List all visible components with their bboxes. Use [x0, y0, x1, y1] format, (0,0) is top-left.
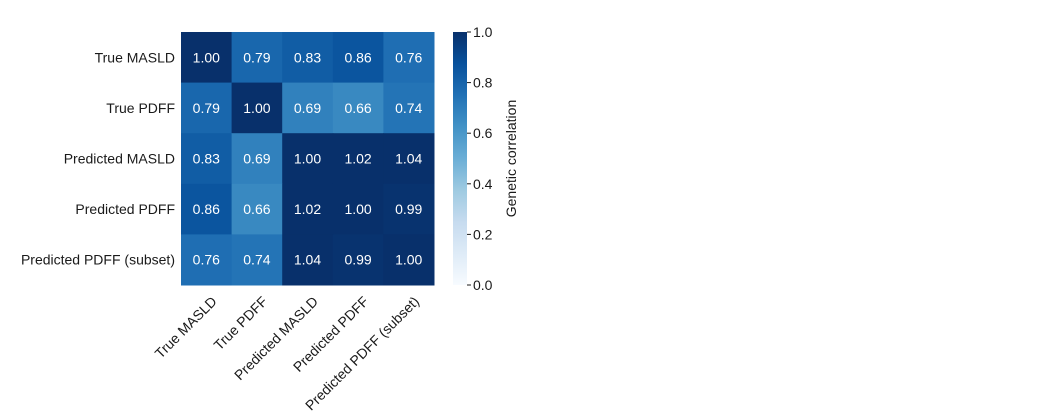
- heatmap-cell: [383, 234, 435, 286]
- row-label: True PDFF: [106, 100, 175, 116]
- heatmap-cell: [181, 133, 233, 185]
- cell-value-label: 0.76: [395, 49, 422, 65]
- heatmap-cell: [231, 32, 283, 84]
- cell-value-label: 1.02: [344, 151, 371, 167]
- cell-value-label: 1.00: [294, 151, 321, 167]
- heatmap-cell: [332, 82, 384, 134]
- cell-value-label: 1.00: [395, 252, 422, 268]
- heatmap-cell: [282, 234, 334, 286]
- colorbar-tick-label: 0.2: [473, 226, 493, 242]
- heatmap-cell: [332, 133, 384, 185]
- cell-value-label: 0.76: [193, 252, 220, 268]
- cell-value-label: 0.86: [193, 201, 220, 217]
- heatmap-cell: [332, 183, 384, 235]
- heatmap-cell: [383, 183, 435, 235]
- cell-value-label: 0.66: [243, 201, 270, 217]
- cell-value-label: 1.00: [193, 49, 220, 65]
- colorbar-tick-label: 0.8: [473, 75, 493, 91]
- cell-value-label: 1.04: [294, 252, 321, 268]
- heatmap-cell: [231, 183, 283, 235]
- colorbar-tick-label: 1.0: [473, 24, 493, 40]
- heatmap-cell: [383, 133, 435, 185]
- cell-value-label: 0.83: [294, 49, 321, 65]
- cell-value-label: 1.04: [395, 151, 422, 167]
- heatmap-cells: 1.00 0.79 0.83 0.86 0.76 0.79 1.00 0.69 0.66 0.74…: [181, 32, 435, 286]
- row-label: Predicted PDFF (subset): [21, 252, 175, 268]
- cell-value-label: 0.99: [344, 252, 371, 268]
- cell-value-label: 0.74: [395, 100, 422, 116]
- colorbar-label: Genetic correlation: [503, 100, 519, 218]
- cell-value-label: 0.79: [193, 100, 220, 116]
- heatmap-cell: [231, 234, 283, 286]
- row-label: Predicted MASLD: [64, 151, 175, 167]
- cell-value-label: 0.79: [243, 49, 270, 65]
- cell-value-label: 0.74: [243, 252, 270, 268]
- heatmap-cell: [181, 234, 233, 286]
- heatmap-cell: [383, 82, 435, 134]
- row-label: True MASLD: [95, 49, 175, 65]
- column-label: True MASLD: [152, 293, 220, 361]
- heatmap-cell: [282, 133, 334, 185]
- cell-value-label: 0.69: [294, 100, 321, 116]
- heatmap-cell: [332, 32, 384, 84]
- colorbar-tick-label: 0.4: [473, 176, 493, 192]
- row-label: Predicted PDFF: [75, 201, 175, 217]
- heatmap-cell: [282, 183, 334, 235]
- heatmap-cell: [332, 234, 384, 286]
- cell-value-label: 1.00: [243, 100, 270, 116]
- heatmap-cell: [181, 82, 233, 134]
- cell-value-label: 0.86: [344, 49, 371, 65]
- heatmap-cell: [181, 183, 233, 235]
- row-labels: True MASLD True PDFF Predicted MASLD Predic…: [21, 49, 175, 267]
- heatmap-cell: [231, 82, 283, 134]
- heatmap-cell: [383, 32, 435, 84]
- cell-value-label: 1.02: [294, 201, 321, 217]
- colorbar-ticks: 0.0 0.2 0.4 0.6 0.8 1.0: [467, 24, 493, 293]
- cell-value-label: 0.99: [395, 201, 422, 217]
- cell-value-label: 0.69: [243, 151, 270, 167]
- colorbar-gradient: [453, 32, 467, 285]
- colorbar-tick-label: 0.0: [473, 277, 493, 293]
- colorbar: 0.0 0.2 0.4 0.6 0.8 1.0 Genetic correlation: [453, 24, 519, 293]
- cell-value-label: 1.00: [344, 201, 371, 217]
- cell-value-label: 0.83: [193, 151, 220, 167]
- heatmap-cell: [181, 32, 233, 84]
- colorbar-tick-label: 0.6: [473, 125, 493, 141]
- heatmap-cell: [231, 133, 283, 185]
- heatmap-cell: [282, 32, 334, 84]
- cell-value-label: 0.66: [344, 100, 371, 116]
- heatmap-cell: [282, 82, 334, 134]
